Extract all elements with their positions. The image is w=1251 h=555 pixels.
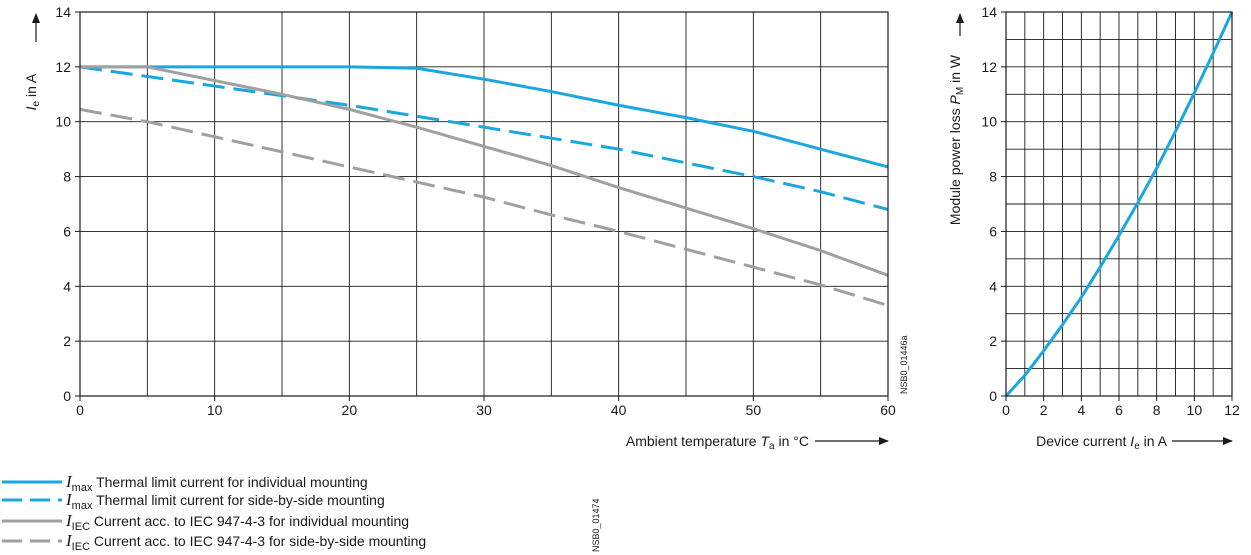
thermal-current-chart: 0 10 20 30 40 50 60 0 2 4 6 8 10 12 14 Ie in A Ambien… xyxy=(23,4,909,452)
legend-text: Current acc. to IEC 947-4-3 for side-by-… xyxy=(90,533,426,549)
x-tick-label: 4 xyxy=(1077,402,1085,418)
c2-x-tick-labels: 0 2 4 6 8 10 12 xyxy=(1002,402,1240,418)
c1-series xyxy=(79,65,889,307)
x-tick-label: 30 xyxy=(476,402,492,418)
c2-grid xyxy=(1005,11,1233,397)
y-tick-label: 0 xyxy=(63,388,71,404)
series-line-imax-side-by-side xyxy=(79,65,889,211)
legend-sub: IEC xyxy=(72,541,90,553)
c2-x-axis-label: Device current Ie in A xyxy=(1036,433,1168,452)
c2-x-axis-symbol: I xyxy=(1130,433,1134,449)
c2-y-tick-labels: 0 2 4 6 8 10 12 14 xyxy=(981,4,997,404)
c1-y-axis-rest: in A xyxy=(23,73,39,101)
legend-text: Thermal limit current for individual mou… xyxy=(92,474,367,490)
c1-y-axis-sub: e xyxy=(31,100,42,106)
x-tick-label: 6 xyxy=(1115,402,1123,418)
x-tick-label: 60 xyxy=(880,402,896,418)
x-tick-label: 2 xyxy=(1040,402,1048,418)
y-tick-label: 2 xyxy=(63,333,71,349)
legend-label: IIEC Current acc. to IEC 947-4-3 for sid… xyxy=(65,531,426,553)
y-tick-label: 4 xyxy=(63,278,71,294)
c2-x-axis-sub: e xyxy=(1134,441,1140,452)
legend-entry-iiec-side-by-side: IIEC Current acc. to IEC 947-4-3 for sid… xyxy=(2,531,426,553)
c2-y-axis-rest: in W xyxy=(947,54,963,87)
c1-y-axis-symbol: I xyxy=(23,106,39,110)
legend-label: Imax Thermal limit current for side-by-s… xyxy=(65,490,385,512)
c2-y-axis-main: Module power loss xyxy=(947,104,963,225)
x-tick-label: 8 xyxy=(1153,402,1161,418)
c1-x-axis-sub: a xyxy=(769,441,775,452)
c2-x-axis-main: Device current xyxy=(1036,433,1130,449)
y-tick-label: 10 xyxy=(981,114,997,130)
c1-x-axis-rest: in °C xyxy=(775,433,809,449)
legend-text: Current acc. to IEC 947-4-3 for individu… xyxy=(90,513,409,529)
y-tick-label: 12 xyxy=(981,59,997,75)
y-tick-label: 2 xyxy=(989,333,997,349)
y-tick-label: 12 xyxy=(55,59,71,75)
series-line-module-power-loss xyxy=(1004,11,1234,398)
legend-sub: IEC xyxy=(72,521,90,533)
legend-entry-imax-side-by-side: Imax Thermal limit current for side-by-s… xyxy=(2,490,385,512)
c1-y-tick-labels: 0 2 4 6 8 10 12 14 xyxy=(55,4,71,404)
x-tick-label: 20 xyxy=(342,402,358,418)
y-tick-label: 8 xyxy=(63,169,71,185)
c1-x-axis-main: Ambient temperature xyxy=(626,433,761,449)
y-tick-label: 14 xyxy=(981,4,997,20)
x-tick-label: 10 xyxy=(207,402,223,418)
legend-symbol: I xyxy=(65,511,73,530)
c1-x-axis-label: Ambient temperature Ta in °C xyxy=(626,433,809,452)
x-tick-label: 40 xyxy=(611,402,627,418)
legend: Imax Thermal limit current for individua… xyxy=(2,472,601,553)
y-tick-label: 8 xyxy=(989,169,997,185)
y-tick-label: 4 xyxy=(989,278,997,294)
series-line-imax-individual xyxy=(80,65,889,169)
series-line-iiec-individual xyxy=(80,65,889,277)
x-tick-label: 0 xyxy=(1002,402,1010,418)
c1-x-axis-symbol: T xyxy=(760,433,770,449)
legend-label: Imax Thermal limit current for individua… xyxy=(65,472,368,494)
legend-label: IIEC Current acc. to IEC 947-4-3 for ind… xyxy=(65,511,409,533)
y-tick-label: 0 xyxy=(989,388,997,404)
module-power-loss-chart: 0 2 4 6 8 10 12 0 2 4 6 8 10 12 14 Module power loss … xyxy=(947,4,1240,452)
c1-grid xyxy=(79,11,889,397)
y-tick-label: 14 xyxy=(55,4,71,20)
c2-x-axis-rest: in A xyxy=(1140,433,1168,449)
x-tick-label: 12 xyxy=(1224,402,1240,418)
series-line-iiec-side-by-side xyxy=(79,107,889,307)
legend-entry-iiec-individual: IIEC Current acc. to IEC 947-4-3 for ind… xyxy=(2,511,409,533)
legend-text: Thermal limit current for side-by-side m… xyxy=(92,492,384,508)
c1-ref-code: NSB0_01446a xyxy=(899,335,909,394)
c1-y-axis-label: Ie in A xyxy=(23,73,42,110)
legend-sub: max xyxy=(72,482,93,494)
legend-symbol: I xyxy=(65,531,73,550)
c2-series xyxy=(1004,11,1234,398)
x-tick-label: 50 xyxy=(746,402,762,418)
x-tick-label: 10 xyxy=(1187,402,1203,418)
legend-entry-imax-individual: Imax Thermal limit current for individua… xyxy=(2,472,368,494)
y-tick-label: 6 xyxy=(63,223,71,239)
c2-y-axis-symbol: P xyxy=(947,94,963,104)
legend-symbol: I xyxy=(65,472,73,491)
legend-sub: max xyxy=(72,500,93,512)
c1-x-tick-labels: 0 10 20 30 40 50 60 xyxy=(76,402,896,418)
c2-axes xyxy=(1001,11,1233,401)
legend-ref-code: NSB0_01474 xyxy=(591,498,601,552)
legend-symbol: I xyxy=(65,490,73,509)
y-tick-label: 6 xyxy=(989,223,997,239)
x-tick-label: 0 xyxy=(76,402,84,418)
y-tick-label: 10 xyxy=(55,114,71,130)
c2-y-axis-sub: M xyxy=(955,87,966,95)
c2-y-axis-label: Module power loss PM in W xyxy=(947,54,966,225)
c1-axes xyxy=(75,11,889,401)
